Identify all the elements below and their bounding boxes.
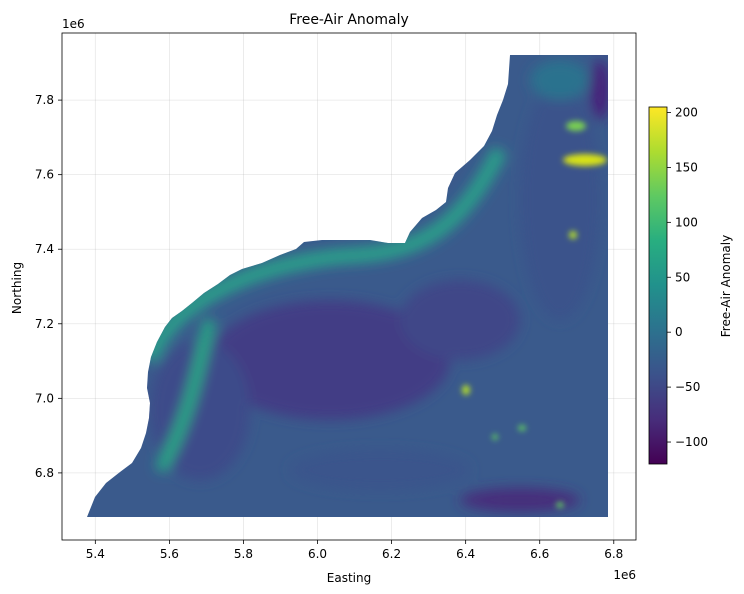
y-tick-label: 7.6 — [35, 168, 54, 182]
x-axis-label: Easting — [327, 571, 371, 585]
y-axis: 6.8 7.0 7.2 7.4 7.6 7.8 — [35, 93, 62, 480]
chart-title: Free-Air Anomaly — [289, 12, 409, 28]
x-tick-label: 6.4 — [456, 547, 475, 561]
colorbar-tick-label: 0 — [675, 325, 683, 339]
y-tick-label: 7.0 — [35, 391, 54, 405]
colorbar-label: Free-Air Anomaly — [719, 235, 733, 337]
x-axis: 5.4 5.6 5.8 6.0 6.2 6.4 6.6 6.8 — [86, 540, 623, 561]
colorbar-tick-label: −100 — [675, 435, 708, 449]
x-tick-label: 5.6 — [160, 547, 179, 561]
x-tick-label: 5.4 — [86, 547, 105, 561]
x-tick-label: 6.8 — [604, 547, 623, 561]
colorbar-tick-label: −50 — [675, 380, 700, 394]
x-tick-label: 6.0 — [308, 547, 327, 561]
y-tick-label: 7.2 — [35, 317, 54, 331]
x-tick-label: 6.2 — [382, 547, 401, 561]
colorbar-ticks: −100 −50 0 50 100 150 200 — [667, 105, 708, 449]
y-tick-label: 7.4 — [35, 242, 54, 256]
y-tick-label: 6.8 — [35, 466, 54, 480]
y-tick-label: 7.8 — [35, 93, 54, 107]
x-multiplier-label: 1e6 — [613, 568, 636, 582]
y-multiplier-label: 1e6 — [62, 17, 85, 31]
y-axis-label: Northing — [10, 262, 24, 314]
axes-frame — [61, 32, 637, 541]
colorbar-tick-label: 50 — [675, 270, 690, 284]
colorbar-tick-label: 200 — [675, 105, 698, 119]
x-tick-label: 6.6 — [530, 547, 549, 561]
colorbar-tick-label: 100 — [675, 215, 698, 229]
colorbar-tick-label: 150 — [675, 160, 698, 174]
x-tick-label: 5.8 — [234, 547, 253, 561]
colorbar — [648, 106, 668, 465]
